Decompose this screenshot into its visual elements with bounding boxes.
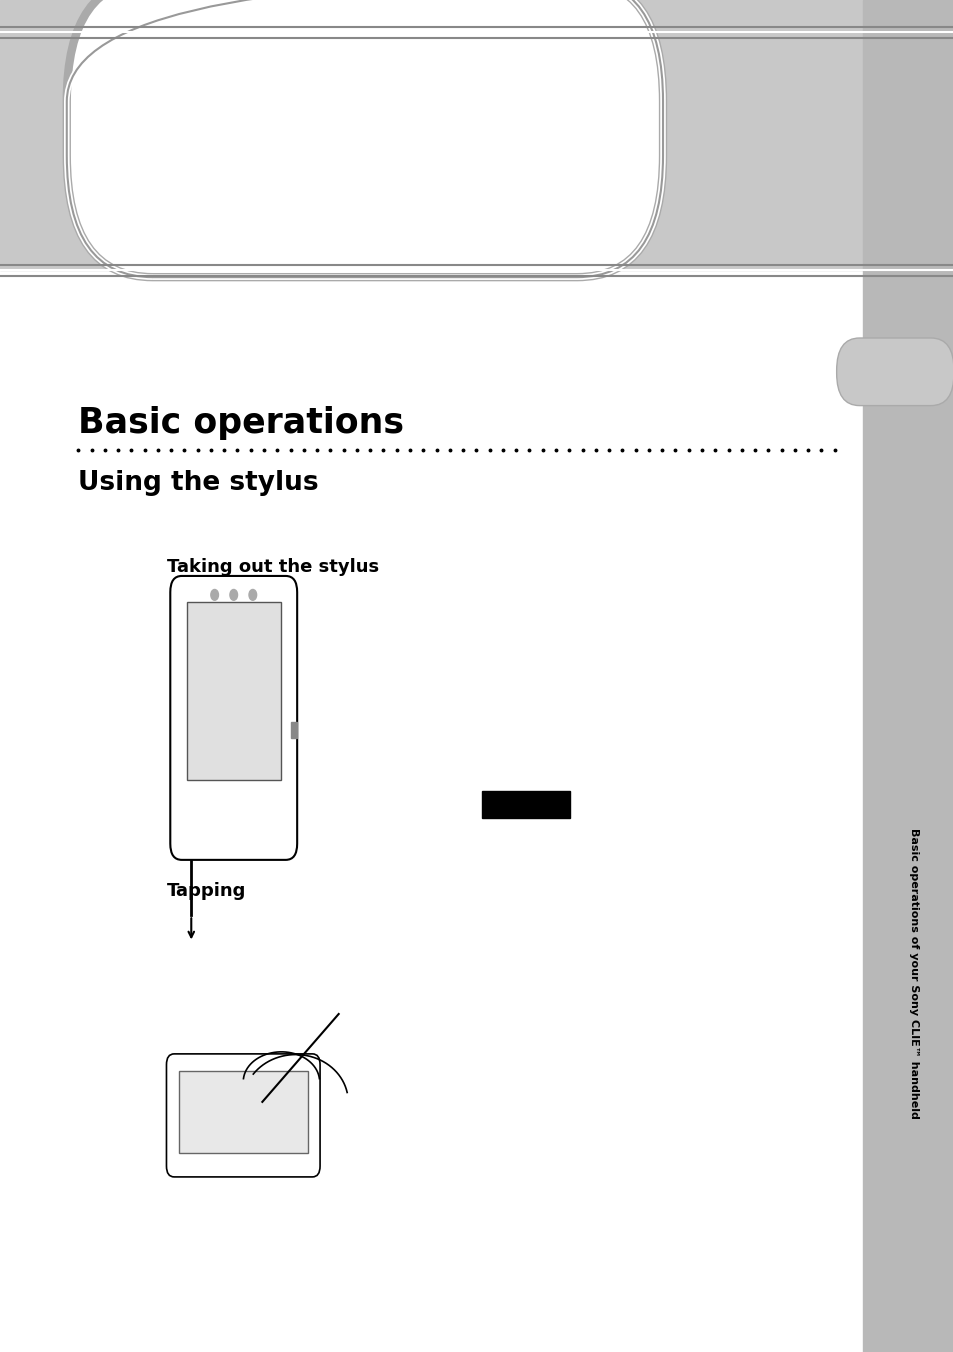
FancyBboxPatch shape — [836, 338, 953, 406]
Text: Tapping: Tapping — [167, 882, 246, 899]
Bar — [862, 0, 953, 1352]
Bar — [0, 0, 953, 270]
Circle shape — [230, 589, 237, 600]
Text: Taking out the stylus: Taking out the stylus — [167, 558, 378, 576]
Bar — [481, 791, 570, 818]
Circle shape — [211, 589, 218, 600]
Circle shape — [249, 589, 256, 600]
Text: Basic operations of your Sony CLIE™ handheld: Basic operations of your Sony CLIE™ hand… — [908, 827, 918, 1119]
Bar — [186, 602, 280, 780]
FancyBboxPatch shape — [166, 1055, 320, 1176]
Bar — [178, 1071, 307, 1152]
FancyBboxPatch shape — [170, 576, 296, 860]
Text: Using the stylus: Using the stylus — [78, 470, 318, 496]
Text: Basic operations: Basic operations — [78, 406, 404, 439]
Bar — [291, 722, 296, 738]
FancyBboxPatch shape — [67, 0, 662, 277]
